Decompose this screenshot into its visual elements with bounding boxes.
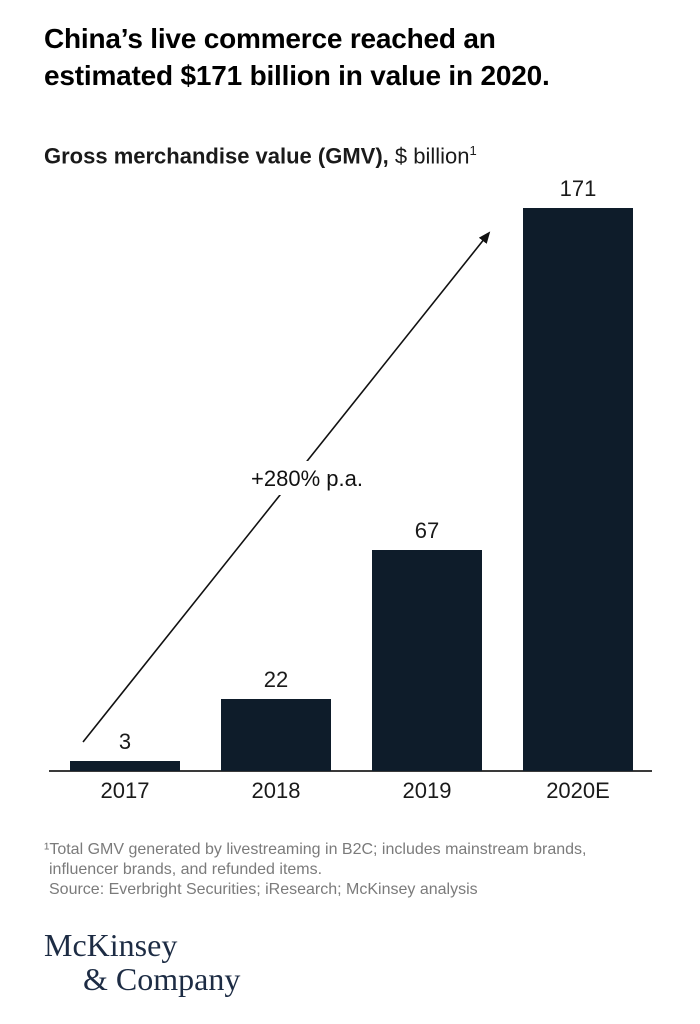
page-title: China’s live commerce reached an estimat…: [44, 20, 550, 94]
page-title-line1: China’s live commerce reached an: [44, 23, 496, 54]
bar-2019: [372, 550, 482, 771]
x-axis-label: 2019: [403, 778, 452, 803]
footnote-line1: ¹Total GMV generated by livestreaming in…: [44, 841, 587, 858]
bar-value-label: 22: [264, 667, 288, 692]
mckinsey-logo: McKinsey & Company: [44, 928, 240, 996]
x-axis-label: 2020E: [546, 778, 610, 803]
footnote-line2: influencer brands, and refunded items.: [49, 861, 323, 878]
chart-subtitle: Gross merchandise value (GMV), $ billion…: [44, 143, 477, 169]
bar-2020E: [523, 208, 633, 771]
mckinsey-logo-line2: & Company: [83, 961, 241, 997]
footnote-source: Source: Everbright Securities; iResearch…: [49, 881, 478, 898]
chart-subtitle-bold: Gross merchandise value (GMV),: [44, 143, 389, 169]
bar-2018: [221, 699, 331, 771]
chart-subtitle-superscript: 1: [469, 143, 477, 158]
bar-value-label: 67: [415, 518, 439, 543]
page-title-line2: estimated $171 billion in value in 2020.: [44, 60, 550, 91]
growth-annotation-background: [238, 461, 376, 495]
x-axis-label: 2017: [101, 778, 150, 803]
chart-subtitle-unit: $ billion: [388, 143, 470, 169]
bar-value-label: 3: [119, 729, 131, 754]
footnote: ¹Total GMV generated by livestreaming in…: [44, 840, 586, 900]
bar-2017: [70, 761, 180, 771]
bar-value-label: 171: [560, 176, 597, 201]
x-axis-label: 2018: [252, 778, 301, 803]
growth-annotation: +280% p.a.: [251, 466, 363, 491]
mckinsey-logo-line1: McKinsey: [44, 927, 178, 963]
